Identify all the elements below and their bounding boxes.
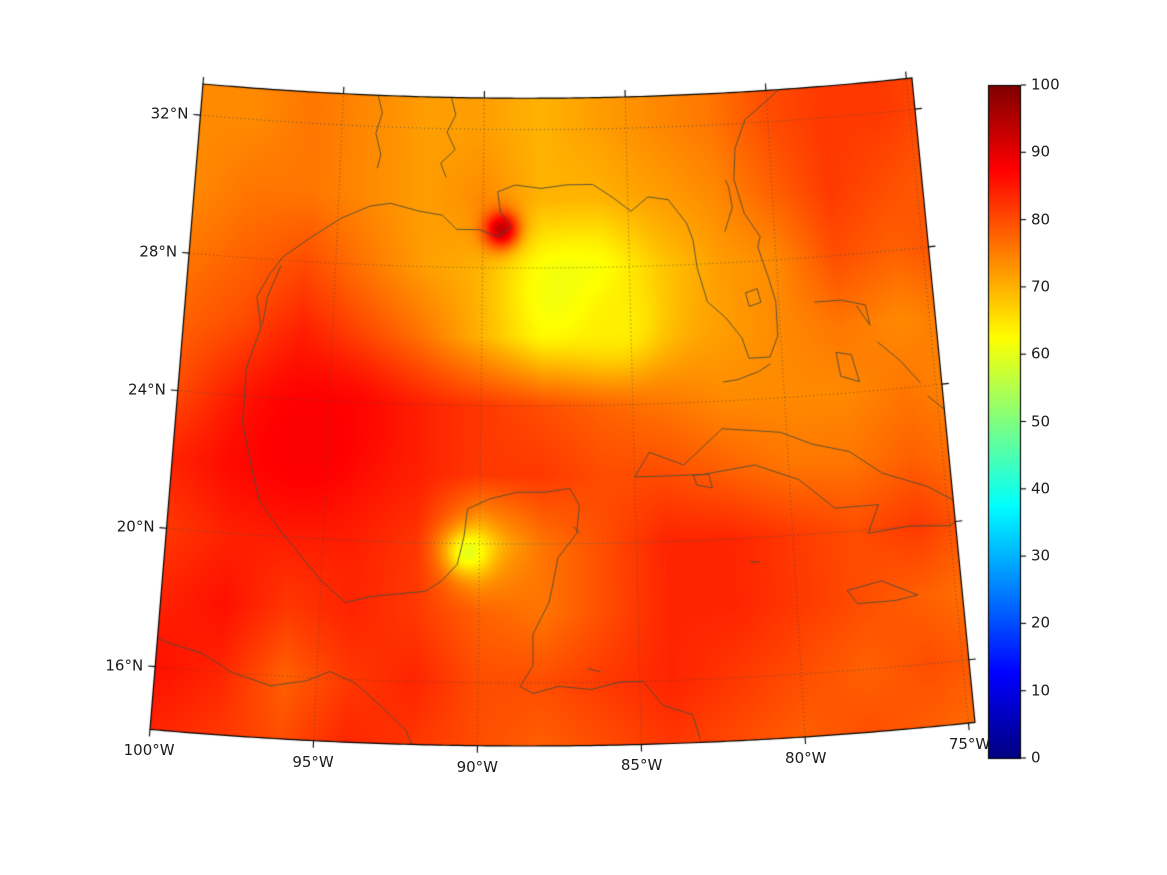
map-heatmap-canvas [0, 0, 1167, 875]
gulf-of-mexico-heatmap-figure: 32°N 28°N 24°N 20°N 16°N 100°W 95°W 90°W 85°W 80°… [0, 0, 1167, 875]
